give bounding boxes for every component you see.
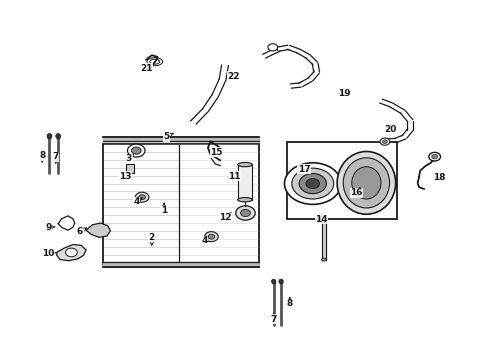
Ellipse shape (351, 167, 380, 199)
Ellipse shape (47, 134, 52, 139)
Text: 12: 12 (218, 213, 231, 222)
Ellipse shape (56, 134, 61, 139)
Circle shape (135, 192, 149, 202)
Circle shape (204, 231, 218, 242)
Circle shape (127, 144, 145, 157)
Ellipse shape (237, 162, 252, 167)
Text: 18: 18 (432, 173, 445, 182)
Circle shape (305, 179, 319, 189)
Text: 3: 3 (125, 154, 132, 163)
Ellipse shape (336, 152, 395, 214)
Text: 16: 16 (350, 188, 362, 197)
Text: 9: 9 (45, 223, 52, 232)
Circle shape (235, 206, 255, 220)
Polygon shape (179, 145, 257, 263)
Text: 7: 7 (53, 152, 59, 161)
Text: 7: 7 (270, 315, 276, 324)
Circle shape (267, 44, 277, 51)
Ellipse shape (321, 217, 326, 220)
Circle shape (428, 152, 440, 161)
Text: 20: 20 (384, 125, 396, 134)
Text: 19: 19 (338, 89, 350, 98)
Circle shape (431, 154, 437, 159)
Circle shape (65, 248, 77, 257)
Bar (287, 142, 396, 220)
Text: 5: 5 (163, 132, 169, 141)
Circle shape (382, 140, 386, 143)
Circle shape (291, 168, 333, 199)
Ellipse shape (321, 258, 326, 261)
Circle shape (207, 234, 214, 239)
Bar (126, 164, 134, 173)
Text: 11: 11 (227, 172, 240, 181)
Ellipse shape (271, 279, 275, 284)
Text: 17: 17 (297, 165, 310, 174)
Text: 10: 10 (42, 249, 55, 258)
Polygon shape (103, 144, 259, 264)
Circle shape (284, 163, 340, 204)
Text: 22: 22 (227, 72, 240, 81)
Text: 14: 14 (315, 215, 327, 224)
Text: 4: 4 (201, 237, 207, 246)
Text: 21: 21 (140, 64, 152, 73)
Polygon shape (86, 223, 110, 237)
Text: 4: 4 (133, 197, 139, 206)
Polygon shape (57, 244, 86, 261)
Text: 1: 1 (161, 206, 167, 215)
Text: 8: 8 (39, 151, 45, 160)
Circle shape (299, 174, 326, 194)
Text: 13: 13 (119, 172, 131, 181)
Text: 8: 8 (286, 299, 292, 308)
Circle shape (379, 138, 389, 145)
Text: 6: 6 (77, 228, 82, 237)
Circle shape (139, 195, 145, 200)
Circle shape (131, 147, 141, 154)
Circle shape (240, 210, 250, 217)
Text: 2: 2 (148, 233, 155, 242)
Ellipse shape (343, 158, 389, 208)
Ellipse shape (278, 279, 283, 284)
Ellipse shape (237, 198, 252, 202)
Text: 15: 15 (209, 148, 222, 157)
